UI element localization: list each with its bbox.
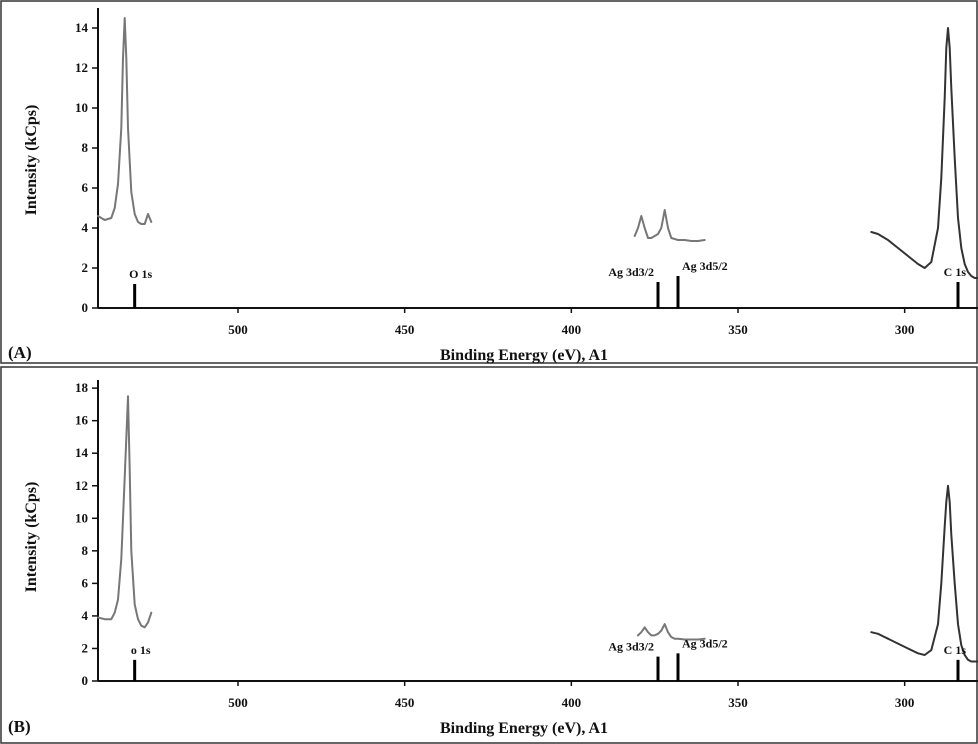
panel-a-plot: 0 2 4 6 8 10 12 14 500 450 400 350 300 O 1s Ag 3d3/2 Ag… bbox=[75, 8, 978, 337]
panel-a-x-tick-label: 500 bbox=[228, 322, 248, 337]
panel-a-peak-label: C 1s bbox=[944, 265, 967, 279]
panel-b-y-tick-label: 4 bbox=[82, 608, 89, 623]
panel-b-y-tick-label: 18 bbox=[75, 380, 89, 395]
panel-a-spectrum-trace-3 bbox=[870, 27, 978, 279]
panel-a-y-tick-label: 10 bbox=[75, 100, 88, 115]
panel-a-x-axis-title: Binding Energy (eV), A1 bbox=[440, 347, 608, 364]
panel-a-y-tick-label: 6 bbox=[82, 180, 89, 195]
panel-a-peak-label: O 1s bbox=[129, 267, 152, 281]
panel-b-peak-label: C 1s bbox=[944, 643, 967, 657]
panel-b-y-tick-label: 2 bbox=[82, 640, 89, 655]
panel-b-plot: 0 2 4 6 8 10 12 14 16 18 500 450 400 350 300 o 1s Ag 3d3… bbox=[75, 380, 978, 710]
panel-a-frame bbox=[0, 0, 978, 364]
panel-b-y-tick-label: 0 bbox=[82, 673, 89, 688]
panel-a-x-tick-label: 400 bbox=[562, 322, 582, 337]
panel-b-y-axis-title: Intensity (kCps) bbox=[23, 482, 40, 593]
panel-a-label: (A) bbox=[8, 343, 32, 362]
panel-a-x-tick-label: 300 bbox=[895, 322, 915, 337]
panel-a-y-tick-label: 8 bbox=[82, 140, 89, 155]
panel-b-x-tick-label: 450 bbox=[395, 695, 415, 710]
panel-a-x-tick-label: 450 bbox=[395, 322, 415, 337]
panel-b: 0 2 4 6 8 10 12 14 16 18 500 450 400 350 300 o 1s Ag 3d3… bbox=[0, 366, 978, 744]
panel-b-y-tick-label: 16 bbox=[75, 413, 89, 428]
panel-b-x-tick-label: 350 bbox=[728, 695, 748, 710]
panel-a-y-tick-label: 2 bbox=[82, 260, 89, 275]
panel-a-spectrum-trace-2 bbox=[633, 209, 706, 242]
panel-a-y-tick-label: 0 bbox=[82, 300, 89, 315]
panel-b-x-axis-title: Binding Energy (eV), A1 bbox=[440, 720, 608, 737]
panel-b-y-tick-label: 8 bbox=[82, 543, 89, 558]
panel-a-spectrum-trace-1 bbox=[97, 17, 153, 225]
panel-b-spectrum-trace-1 bbox=[97, 395, 153, 629]
panel-a-x-tick-label: 350 bbox=[728, 322, 748, 337]
panel-a-y-tick-label: 14 bbox=[75, 20, 89, 35]
panel-a-y-tick-label: 4 bbox=[82, 220, 89, 235]
panel-b-frame bbox=[0, 366, 978, 744]
panel-b-y-tick-label: 6 bbox=[82, 575, 89, 590]
panel-a-peak-label: Ag 3d3/2 bbox=[608, 265, 654, 279]
panel-a-y-tick-label: 12 bbox=[75, 60, 88, 75]
panel-b-y-tick-label: 10 bbox=[75, 510, 88, 525]
panel-a-y-axis-title: Intensity (kCps) bbox=[23, 105, 40, 216]
panel-b-spectrum-trace-3 bbox=[870, 484, 978, 663]
panel-b-peak-label: Ag 3d3/2 bbox=[608, 640, 654, 654]
panel-b-x-tick-label: 500 bbox=[228, 695, 248, 710]
panel-a: 0 2 4 6 8 10 12 14 500 450 400 350 300 O 1s Ag 3d3/2 Ag… bbox=[0, 0, 978, 364]
panel-b-y-tick-label: 14 bbox=[75, 445, 89, 460]
panel-b-peak-label: o 1s bbox=[131, 643, 151, 657]
panel-b-peak-label: Ag 3d5/2 bbox=[682, 636, 728, 650]
panel-b-x-tick-label: 300 bbox=[895, 695, 915, 710]
panel-b-spectrum-trace-2 bbox=[637, 623, 706, 641]
panel-b-x-tick-label: 400 bbox=[562, 695, 582, 710]
panel-a-peak-label: Ag 3d5/2 bbox=[682, 259, 728, 273]
panel-b-y-tick-label: 12 bbox=[75, 478, 88, 493]
panel-b-label: (B) bbox=[8, 717, 31, 736]
